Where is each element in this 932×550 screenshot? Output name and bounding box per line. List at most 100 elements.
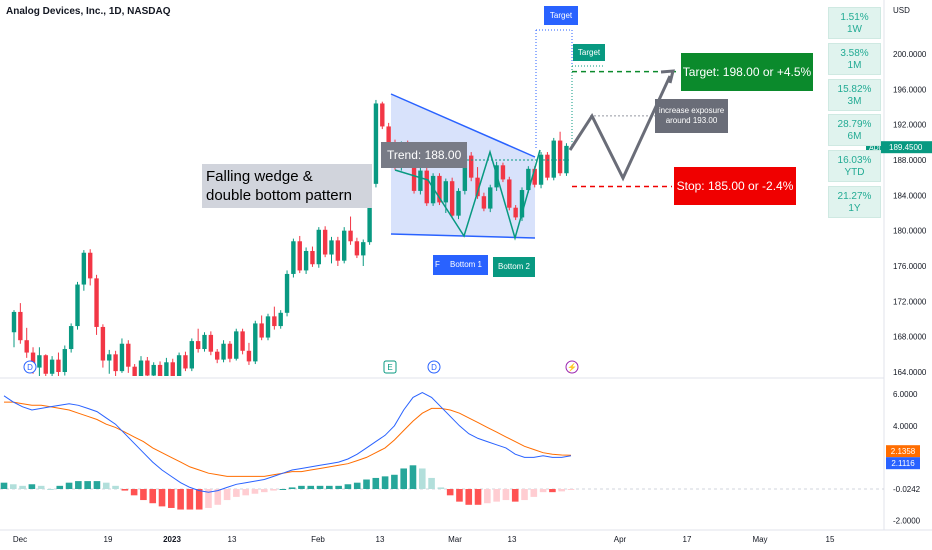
candle-body bbox=[354, 241, 360, 256]
candle-body bbox=[526, 168, 531, 191]
candle-body bbox=[68, 326, 74, 350]
candle-body bbox=[221, 343, 226, 360]
candle-body bbox=[551, 140, 556, 178]
macd-hist-bar bbox=[130, 489, 138, 496]
macd-value-tag bbox=[886, 445, 920, 458]
candle-body bbox=[322, 229, 328, 255]
macd-hist-bar bbox=[195, 489, 203, 510]
macd-hist-bar bbox=[372, 477, 380, 489]
macd-hist-bar bbox=[428, 477, 435, 489]
candle-body bbox=[456, 190, 461, 216]
macd-hist-bar bbox=[418, 468, 426, 489]
date-tick-label: Mar bbox=[448, 535, 462, 544]
candle-body bbox=[303, 250, 309, 271]
earnings-marker bbox=[383, 360, 397, 374]
candle-body bbox=[37, 355, 42, 368]
candle-body bbox=[100, 326, 106, 361]
double-bottom-zigzag bbox=[394, 149, 541, 241]
macd-hist-bar bbox=[363, 479, 370, 489]
price-tick-label: 200.0000 bbox=[893, 50, 927, 59]
macd-hist-bar bbox=[558, 489, 566, 492]
macd-tick-label: -2.0000 bbox=[893, 517, 921, 526]
symbol-tag-text: ADI bbox=[869, 145, 881, 152]
candle-body bbox=[30, 352, 36, 368]
candle-body bbox=[132, 366, 137, 376]
macd-hist-bar bbox=[65, 482, 73, 489]
macd-pane bbox=[0, 392, 884, 510]
candle-body bbox=[227, 343, 233, 359]
candle-body bbox=[411, 162, 417, 191]
macd-value-tag bbox=[886, 457, 920, 470]
split-marker bbox=[565, 360, 579, 374]
candle-body bbox=[234, 331, 239, 359]
candle-body bbox=[342, 230, 347, 261]
date-tick-label: 13 bbox=[508, 535, 517, 544]
candle-body bbox=[449, 181, 455, 216]
perf-3m: 15.82% 3M bbox=[828, 79, 881, 111]
candle-body bbox=[329, 240, 334, 255]
price-tick-label: 188.0000 bbox=[893, 156, 927, 165]
macd-hist-bar bbox=[37, 485, 45, 489]
macd-hist-bar bbox=[102, 482, 110, 489]
dividend-marker-text: D bbox=[27, 363, 33, 372]
macd-hist-bar bbox=[75, 481, 82, 489]
candle-body bbox=[81, 252, 87, 285]
date-tick-label: 13 bbox=[376, 535, 385, 544]
macd-hist-bar bbox=[47, 489, 54, 490]
pattern-note: Falling wedge & double bottom pattern bbox=[202, 164, 372, 208]
macd-hist-bar bbox=[437, 487, 445, 489]
candle-body bbox=[176, 355, 182, 376]
last-price-tag bbox=[886, 141, 932, 154]
candle-body bbox=[107, 354, 112, 361]
candle-body bbox=[164, 362, 169, 376]
macd-hist-bar bbox=[493, 489, 500, 502]
price-tick-label: 184.0000 bbox=[893, 191, 927, 200]
candle-body bbox=[284, 273, 290, 313]
macd-hist-bar bbox=[511, 489, 519, 502]
candle-body bbox=[183, 355, 188, 369]
perf-6m: 28.79% 6M bbox=[828, 114, 881, 146]
date-tick-label: May bbox=[752, 535, 767, 544]
macd-hist-bar bbox=[400, 468, 407, 489]
bottom2-label: Bottom 2 bbox=[493, 257, 535, 277]
date-tick-label: 17 bbox=[683, 535, 692, 544]
macd-hist-bar bbox=[93, 481, 101, 489]
wedge-lower-line bbox=[390, 233, 536, 239]
date-tick-label: 2023 bbox=[163, 535, 181, 544]
candle-body bbox=[253, 323, 258, 362]
macd-hist-value-text: -0.0242 bbox=[893, 485, 921, 494]
macd-tick-label: 4.0000 bbox=[893, 422, 918, 431]
candle-body bbox=[62, 349, 67, 372]
macd-hist-bar bbox=[214, 489, 222, 505]
macd-hist-bar bbox=[121, 489, 129, 491]
macd-hist-bar bbox=[158, 489, 166, 507]
macd-hist-bar bbox=[288, 487, 296, 489]
candle-body bbox=[151, 364, 156, 376]
candle-body bbox=[545, 154, 550, 178]
date-tick-label: Apr bbox=[614, 535, 627, 544]
macd-hist-bar bbox=[84, 481, 91, 489]
candle-body bbox=[88, 252, 93, 279]
macd-hist-bar bbox=[335, 485, 342, 489]
macd-hist-bar bbox=[344, 484, 352, 489]
trend-label: Trend: 188.00 bbox=[381, 142, 468, 168]
candle-body bbox=[513, 207, 518, 218]
bottom-label-cut: F bbox=[433, 255, 445, 275]
candle-body bbox=[43, 355, 48, 374]
candle-body bbox=[119, 343, 125, 372]
candle-body bbox=[424, 170, 429, 204]
candle-body bbox=[348, 230, 353, 242]
candle-body bbox=[310, 250, 315, 265]
macd-hist-bar bbox=[149, 489, 157, 504]
candle-body bbox=[49, 359, 55, 374]
candle-body bbox=[437, 175, 442, 203]
perf-1y: 21.27% 1Y bbox=[828, 186, 881, 218]
macd-hist-bar bbox=[279, 489, 287, 490]
candle-body bbox=[532, 168, 537, 185]
macd-hist-bar bbox=[307, 485, 315, 489]
chart-grid bbox=[0, 0, 932, 531]
macd-hist-bar bbox=[186, 489, 194, 510]
macd-hist-bar bbox=[446, 489, 454, 496]
candle-body bbox=[138, 360, 144, 376]
macd-hist-bar bbox=[465, 489, 473, 505]
